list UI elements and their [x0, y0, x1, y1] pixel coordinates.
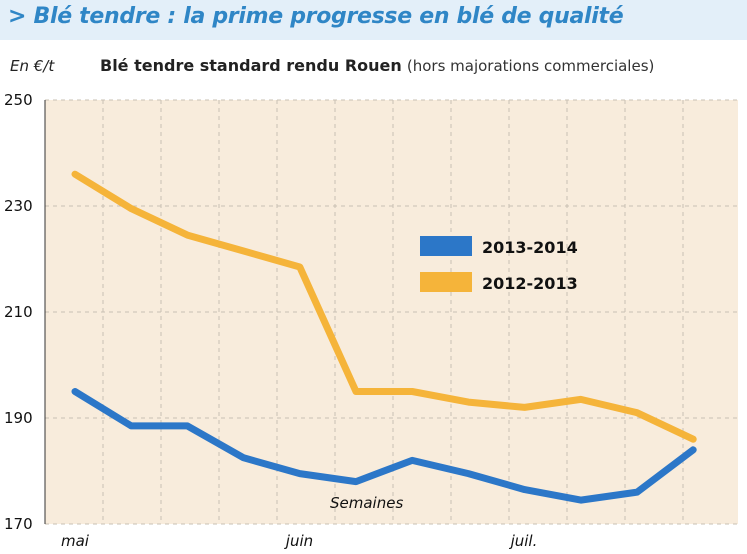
chart-subtitle: Blé tendre standard rendu Rouen (hors ma… — [100, 56, 654, 75]
legend: 2013-2014 2012-2013 — [420, 236, 578, 293]
legend-swatch — [420, 272, 472, 292]
y-tick-label: 250 — [4, 91, 33, 109]
legend-label: 2012-2013 — [482, 274, 578, 293]
subtitle-row: En €/t Blé tendre standard rendu Rouen (… — [0, 54, 747, 82]
legend-swatch — [420, 236, 472, 256]
title-band: > Blé tendre : la prime progresse en blé… — [0, 0, 747, 40]
y-tick-label: 170 — [4, 515, 33, 533]
series-line-2013-2014 — [71, 388, 697, 504]
unit-label: En €/t — [10, 57, 55, 75]
subtitle-note: (hors majorations commerciales) — [406, 57, 655, 75]
x-tick-label: mai — [61, 532, 90, 550]
x-tick-label: juil. — [509, 532, 538, 550]
x-axis-title: Semaines — [330, 494, 403, 512]
series-line-2012-2013 — [71, 170, 697, 443]
x-tick-label: juin — [284, 532, 313, 550]
y-tick-label: 230 — [4, 197, 33, 215]
subtitle-main: Blé tendre standard rendu Rouen — [100, 56, 402, 75]
legend-label: 2013-2014 — [482, 238, 578, 257]
chart-title: > Blé tendre : la prime progresse en blé… — [8, 4, 624, 29]
y-tick-label: 190 — [4, 409, 33, 427]
y-tick-label: 210 — [4, 303, 33, 321]
grid-lines — [45, 99, 738, 525]
